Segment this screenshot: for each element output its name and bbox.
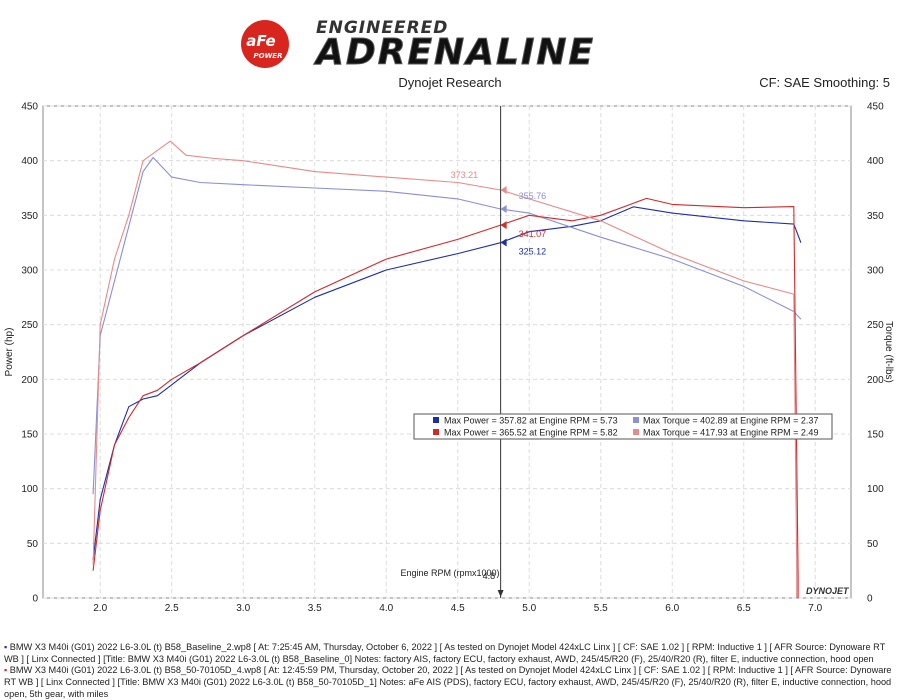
y2-tick-label: 350 — [867, 211, 884, 222]
logo-badge-circle — [241, 20, 289, 68]
logo-badge-text: aFe — [246, 32, 275, 50]
cursor-value-labels: 373.21 355.76 341.07 325.12 — [451, 170, 547, 257]
y-tick-label: 100 — [21, 484, 38, 495]
legend-run2-torque: Max Torque = 417.93 at Engine RPM = 2.49 — [643, 428, 818, 438]
logo-badge-sub: POWER — [254, 52, 283, 60]
rpm-cursor[interactable]: 4.8 — [483, 106, 504, 598]
afe-logo: aFe POWER ENGINEERED ADRENALINE — [241, 18, 595, 74]
run1-power-cursor-marker — [500, 238, 507, 247]
run2-power-line — [92, 197, 799, 598]
run2-torque-cursor-marker — [500, 185, 507, 194]
x-tick-label: 5.5 — [594, 603, 608, 614]
run1-note: ▪ BMW X3 M40i (G01) 2022 L6-3.0L (t) B58… — [4, 641, 896, 665]
y-axis-ticks: 0 50 100 150 200 250 300 350 400 450 — [21, 102, 38, 605]
y2-tick-label: 200 — [867, 375, 884, 386]
run1-note-text: BMW X3 M40i (G01) 2022 L6-3.0L (t) B58_B… — [4, 642, 886, 664]
legend-run1-power: Max Power = 357.82 at Engine RPM = 5.73 — [444, 416, 618, 426]
y-tick-label: 400 — [21, 156, 38, 167]
y2-tick-label: 400 — [867, 156, 884, 167]
x-tick-label: 5.0 — [522, 603, 536, 614]
y-tick-label: 200 — [21, 375, 38, 386]
y-axis-label: Power (hp) — [4, 328, 15, 377]
legend-box — [413, 413, 833, 440]
logo-top-text: ENGINEERED — [316, 18, 448, 38]
x-tick-label: 6.0 — [665, 603, 679, 614]
y2-tick-label: 50 — [867, 539, 879, 550]
y-tick-label: 300 — [21, 266, 38, 277]
cursor-arrow — [497, 590, 504, 597]
x-tick-label: 4.5 — [451, 603, 465, 614]
series-lines — [92, 140, 802, 598]
run2-torque-cursor-value: 373.21 — [451, 170, 479, 180]
run1-torque-cursor-value: 355.76 — [519, 191, 547, 201]
y-tick-label: 250 — [21, 320, 38, 331]
x-tick-label: 2.0 — [93, 603, 107, 614]
legend-swatch-run1-torque — [633, 417, 639, 423]
grid-lines — [43, 105, 851, 599]
y2-tick-label: 300 — [867, 266, 884, 277]
correction-info: CF: SAE Smoothing: 5 — [759, 75, 890, 90]
run2-note-bullet: ▪ — [4, 665, 8, 675]
y2-tick-label: 0 — [867, 594, 873, 605]
y2-tick-label: 250 — [867, 320, 884, 331]
run2-note-text: BMW X3 M40i (G01) 2022 L6-3.0L (t) B58_5… — [4, 665, 892, 699]
plot-area — [42, 105, 852, 599]
chart-title: Dynojet Research — [398, 75, 501, 90]
y2-tick-label: 100 — [867, 484, 884, 495]
run1-torque-cursor-marker — [500, 205, 507, 214]
cursor-rpm-label: 4.8 — [483, 571, 496, 581]
run2-power-cursor-value: 341.07 — [519, 229, 547, 239]
x-tick-label: 2.5 — [165, 603, 179, 614]
y-tick-label: 50 — [27, 539, 39, 550]
logo-main-text: ADRENALINE — [313, 32, 595, 73]
run1-power-line — [92, 206, 802, 560]
y2-tick-label: 450 — [867, 102, 884, 113]
run2-power-cursor-marker — [500, 221, 507, 230]
y2-axis-label: Torque (ft-lbs) — [883, 321, 894, 383]
x-tick-label: 3.0 — [236, 603, 250, 614]
legend-swatch-run2-torque — [633, 429, 639, 435]
y2-tick-label: 150 — [867, 430, 884, 441]
y-tick-label: 0 — [32, 594, 38, 605]
y-tick-label: 350 — [21, 211, 38, 222]
run2-note: ▪ BMW X3 M40i (G01) 2022 L6-3.0L (t) B58… — [4, 664, 896, 700]
run1-torque-line — [92, 156, 802, 495]
legend: Max Power = 357.82 at Engine RPM = 5.73 … — [413, 413, 833, 440]
y-tick-label: 450 — [21, 102, 38, 113]
run1-note-bullet: ▪ — [4, 642, 8, 652]
legend-swatch-run1-power — [433, 417, 439, 423]
x-tick-label: 7.0 — [808, 603, 822, 614]
run2-torque-line — [92, 140, 798, 598]
x-axis-label: Engine RPM (rpmx1000) — [400, 568, 499, 578]
y2-axis-ticks: 0 50 100 150 200 250 300 350 400 450 — [867, 102, 884, 605]
x-tick-label: 4.0 — [379, 603, 393, 614]
legend-run2-power: Max Power = 365.52 at Engine RPM = 5.82 — [444, 428, 618, 438]
dynojet-brand-mark: DYNOJET — [806, 586, 850, 596]
legend-run1-torque: Max Torque = 402.89 at Engine RPM = 2.37 — [643, 416, 818, 426]
dyno-chart: aFe POWER ENGINEERED ADRENALINE Dynojet … — [4, 18, 894, 614]
legend-swatch-run2-power — [433, 429, 439, 435]
x-axis-ticks: 2.0 2.5 3.0 3.5 4.0 4.5 5.0 5.5 6.0 6.5 7.0 — [93, 603, 822, 614]
y-tick-label: 150 — [21, 430, 38, 441]
run1-power-cursor-value: 325.12 — [519, 247, 547, 257]
x-tick-label: 6.5 — [737, 603, 751, 614]
x-tick-label: 3.5 — [308, 603, 322, 614]
